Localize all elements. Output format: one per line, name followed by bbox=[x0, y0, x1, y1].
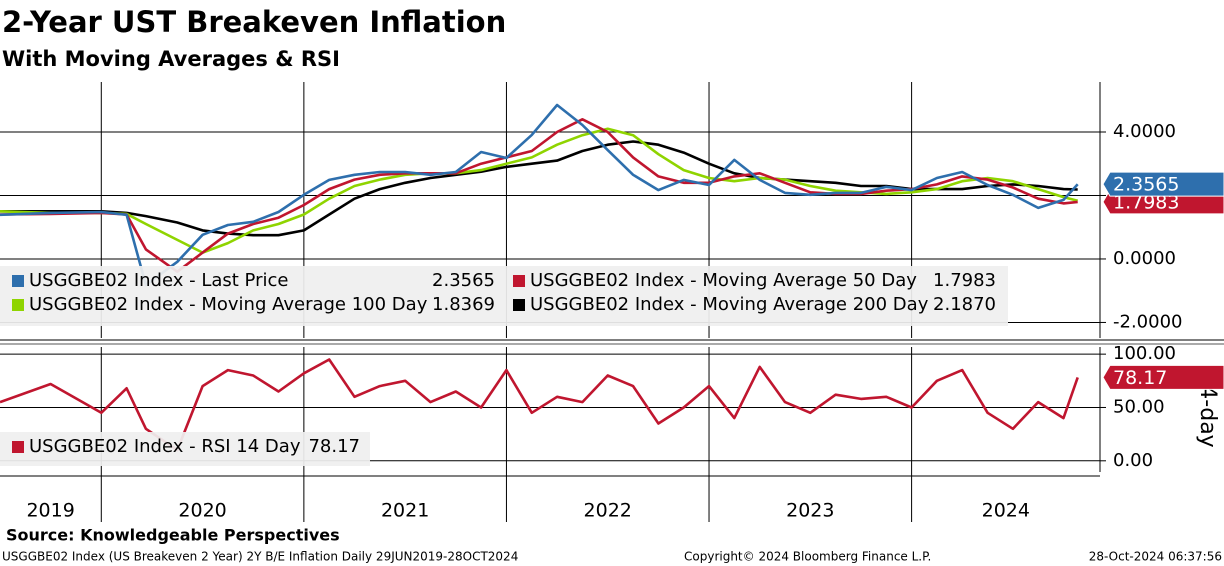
legend-swatch bbox=[12, 275, 24, 287]
series-line bbox=[0, 358, 1079, 452]
y-tick-label: 4.0000 bbox=[1113, 121, 1176, 142]
legend-swatch bbox=[513, 299, 525, 311]
legend-swatch bbox=[12, 299, 24, 311]
legend-value: 1.8369 bbox=[432, 294, 495, 315]
footer-copyright: Copyright© 2024 Bloomberg Finance L.P. bbox=[684, 550, 931, 564]
legend-label: USGGBE02 Index - RSI 14 Day bbox=[29, 436, 301, 457]
series-line bbox=[0, 127, 1079, 254]
y-tick-label: 0.0000 bbox=[1113, 248, 1176, 269]
legend-label: USGGBE02 Index - Moving Average 200 Day bbox=[530, 294, 929, 315]
chart-subtitle: With Moving Averages & RSI bbox=[2, 47, 340, 71]
value-tag-label: 78.17 bbox=[1113, 367, 1167, 389]
chart-title: 2-Year UST Breakeven Inflation bbox=[2, 5, 506, 39]
y-tick-label: 100.00 bbox=[1113, 343, 1176, 364]
x-tick-label: 2020 bbox=[178, 500, 226, 522]
legend-value: 78.17 bbox=[308, 436, 360, 457]
x-tick-label: 2021 bbox=[381, 500, 429, 522]
legend-swatch bbox=[513, 275, 525, 287]
value-tag-label: 1.7983 bbox=[1113, 191, 1179, 213]
y-tick-label: 50.00 bbox=[1113, 396, 1165, 417]
legend-box bbox=[0, 266, 1008, 326]
source: Source: Knowledgeable Perspectives bbox=[6, 526, 340, 545]
footer-description: USGGBE02 Index (US Breakeven 2 Year) 2Y … bbox=[2, 550, 518, 564]
series-line bbox=[0, 103, 1079, 287]
legend-label: USGGBE02 Index - Moving Average 100 Day bbox=[29, 294, 428, 315]
x-tick-label: 2023 bbox=[786, 500, 834, 522]
x-tick-label: 2024 bbox=[982, 500, 1030, 522]
value-tag bbox=[1102, 171, 1224, 197]
footer-timestamp: 28-Oct-2024 06:37:56 bbox=[1089, 550, 1222, 564]
legend-label: USGGBE02 Index - Moving Average 50 Day bbox=[530, 270, 917, 291]
legend-value: 2.1870 bbox=[933, 294, 996, 315]
value-tag-label: 2.3565 bbox=[1113, 174, 1179, 196]
legend-value: 1.7983 bbox=[933, 270, 996, 291]
legend-swatch bbox=[12, 441, 24, 453]
value-tag bbox=[1102, 364, 1224, 390]
legend-label: USGGBE02 Index - Last Price bbox=[29, 270, 288, 291]
legend-box bbox=[0, 432, 370, 466]
x-tick-label: 2019 bbox=[26, 500, 74, 522]
x-tick-label: 2022 bbox=[584, 500, 632, 522]
y-tick-label: 0.00 bbox=[1113, 450, 1153, 471]
legend-value: 2.3565 bbox=[432, 270, 495, 291]
y-tick-label: -2.0000 bbox=[1113, 311, 1182, 332]
